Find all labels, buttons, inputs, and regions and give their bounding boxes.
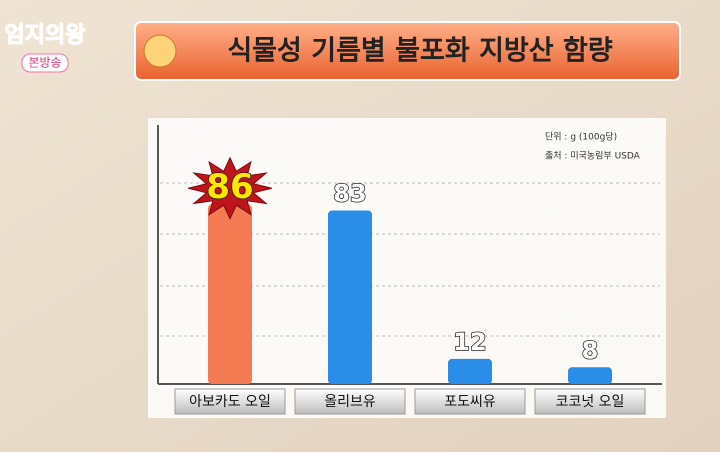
x-tick-label: 올리브유 [324,394,376,410]
bar [328,210,372,384]
chart-title: 식물성 기름별 불포화 지방산 함량 [227,36,613,67]
value-label: 8 [582,336,599,364]
x-tick-label: 코코넛 오일 [556,394,625,410]
value-label: 12 [453,328,486,356]
category-box [414,388,526,415]
bar [568,367,612,384]
logo-badge [21,53,69,73]
value-label: 83 [333,180,366,208]
bar [208,204,252,384]
category-box [294,388,406,415]
title-banner [134,21,681,81]
x-tick-label: 아보카도 오일 [189,394,271,410]
value-label: 86 [206,167,253,207]
bar [448,358,492,384]
logo-name: 엄지의왕 [5,23,86,48]
burst [188,156,272,220]
grid [160,182,660,337]
note: 단위 : g (100g당) [545,132,617,143]
thumb-icon [143,34,177,68]
logo-sub: 본방송 [28,56,61,70]
note: 출처 : 미국농림부 USDA [545,150,641,162]
x-tick-label: 포도씨유 [444,394,496,410]
category-box [534,388,646,415]
category-box [174,388,286,415]
